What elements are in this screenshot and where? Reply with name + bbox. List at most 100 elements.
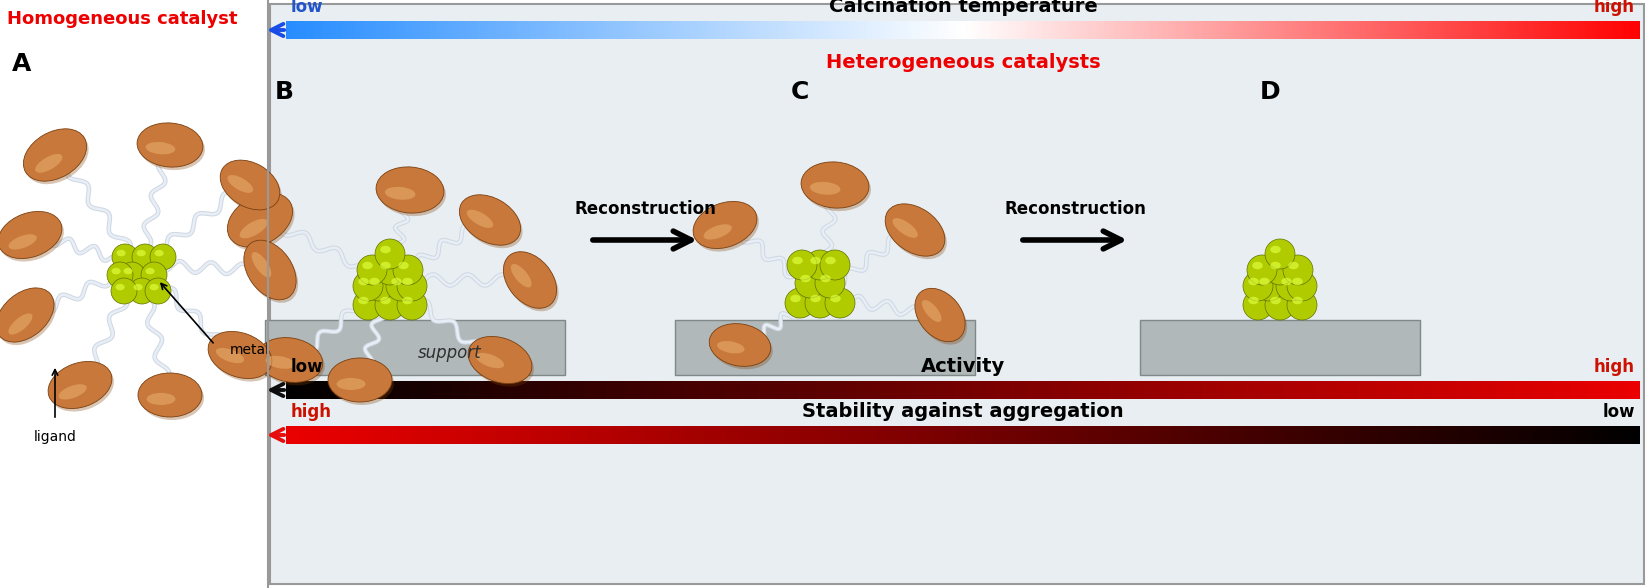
Bar [393, 426, 394, 444]
Bar [426, 381, 429, 399]
Bar [696, 381, 700, 399]
Bar [356, 21, 358, 39]
Text: Homogeneous catalyst: Homogeneous catalyst [7, 10, 238, 28]
Bar [1338, 426, 1340, 444]
Bar [683, 381, 686, 399]
Bar [1427, 21, 1431, 39]
Bar [632, 381, 634, 399]
Bar [828, 426, 830, 444]
Bar [881, 426, 884, 444]
FancyBboxPatch shape [271, 4, 1643, 584]
Bar [444, 21, 447, 39]
Ellipse shape [1270, 297, 1280, 304]
Bar [799, 381, 800, 399]
Bar [1487, 21, 1488, 39]
Bar [1358, 426, 1361, 444]
Bar [1511, 381, 1515, 399]
Bar [1173, 21, 1175, 39]
Bar [1412, 381, 1414, 399]
Bar [774, 21, 775, 39]
Bar [1444, 381, 1447, 399]
Bar [536, 426, 540, 444]
Bar [1371, 381, 1374, 399]
Bar [924, 21, 927, 39]
Bar [1021, 426, 1025, 444]
Bar [327, 426, 330, 444]
Bar [1137, 21, 1138, 39]
Bar [874, 381, 878, 399]
Bar [866, 381, 868, 399]
Bar [1119, 381, 1122, 399]
Bar [695, 21, 696, 39]
Bar [1063, 381, 1064, 399]
Text: Calcination temperature: Calcination temperature [828, 0, 1097, 16]
Bar [304, 21, 307, 39]
Bar [1234, 381, 1236, 399]
Bar [911, 426, 914, 444]
Bar [742, 426, 744, 444]
Bar [1615, 381, 1617, 399]
Bar [1394, 381, 1396, 399]
Bar [906, 381, 909, 399]
Bar [320, 21, 322, 39]
Bar [1396, 426, 1399, 444]
Bar [1541, 426, 1543, 444]
Bar [573, 426, 576, 444]
Bar [1252, 381, 1254, 399]
Bar [455, 381, 457, 399]
Text: low: low [290, 0, 323, 16]
Bar [891, 426, 893, 444]
Bar [417, 381, 419, 399]
Bar [1013, 381, 1015, 399]
Bar [338, 426, 340, 444]
Bar [536, 381, 540, 399]
Bar [1089, 381, 1092, 399]
Bar [493, 381, 497, 399]
Ellipse shape [825, 257, 837, 264]
Bar [838, 426, 842, 444]
Bar [898, 381, 901, 399]
Bar [736, 426, 738, 444]
Bar [936, 381, 939, 399]
Bar [945, 426, 947, 444]
Ellipse shape [229, 196, 295, 250]
Bar [1285, 21, 1289, 39]
Bar [609, 426, 610, 444]
Bar [1256, 381, 1259, 399]
Bar [1203, 381, 1204, 399]
Bar [921, 21, 922, 39]
Bar [1406, 21, 1407, 39]
Bar [663, 426, 665, 444]
Bar [629, 21, 632, 39]
Bar [1038, 426, 1040, 444]
Bar [812, 381, 815, 399]
Bar [1332, 381, 1333, 399]
Bar [1274, 426, 1277, 444]
Bar [1432, 21, 1436, 39]
Bar [381, 21, 383, 39]
Bar [376, 21, 380, 39]
Bar [1473, 426, 1475, 444]
Bar [1495, 21, 1498, 39]
Bar [1445, 426, 1449, 444]
Bar [1102, 426, 1106, 444]
Bar [432, 426, 436, 444]
Bar [1467, 381, 1468, 399]
Bar [1581, 21, 1584, 39]
Bar [338, 381, 340, 399]
Bar [1439, 21, 1442, 39]
Bar [1358, 21, 1361, 39]
Bar [1511, 21, 1515, 39]
Bar [1503, 426, 1505, 444]
Bar [340, 381, 343, 399]
Bar [531, 381, 535, 399]
Ellipse shape [23, 129, 86, 181]
Bar [1444, 21, 1447, 39]
Bar [738, 381, 739, 399]
Bar [1543, 21, 1546, 39]
Bar [1376, 21, 1378, 39]
Bar [995, 21, 997, 39]
Bar [967, 426, 970, 444]
Bar [974, 21, 977, 39]
Bar [469, 381, 472, 399]
